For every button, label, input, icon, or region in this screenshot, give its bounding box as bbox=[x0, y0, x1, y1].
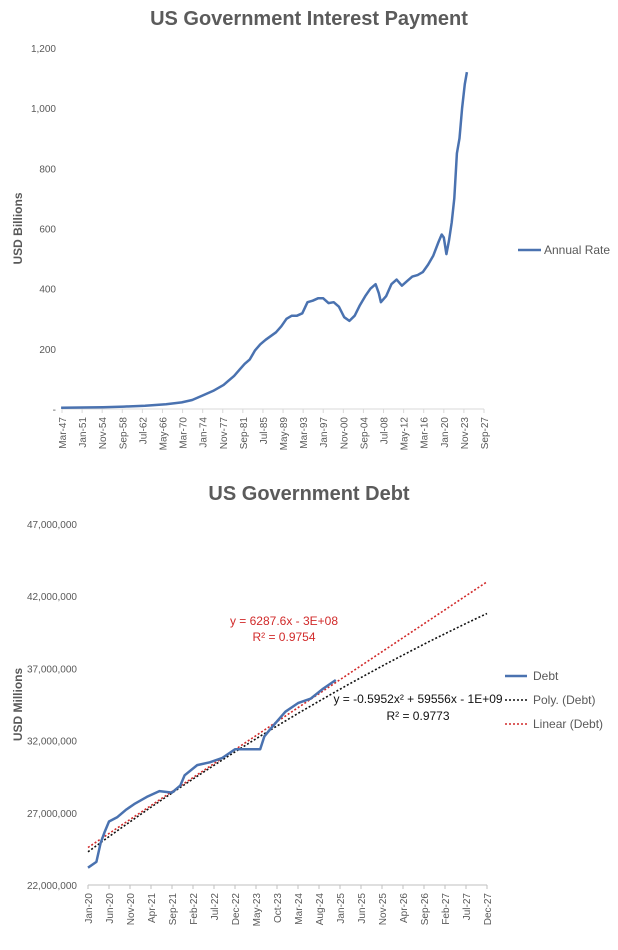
x-tick-label: Jul-62 bbox=[138, 417, 149, 445]
x-tick-label: Jan-25 bbox=[336, 893, 347, 924]
x-tick-label: Mar-47 bbox=[58, 417, 69, 449]
x-tick-label: Jun-25 bbox=[357, 893, 368, 924]
series-line-annual-rate bbox=[61, 71, 469, 410]
x-tick-label: Aug-24 bbox=[315, 893, 326, 926]
interest-chart-svg: - 200 400 600 800 1,000 1,200 USD Billions Mar-4… bbox=[11, 44, 610, 451]
linear-trend-r2: R² = 0.9754 bbox=[252, 630, 315, 644]
x-tick-label: Oct-23 bbox=[273, 893, 284, 923]
x-tick-label: Nov-00 bbox=[339, 417, 350, 450]
y-tick-label: 22,000,000 bbox=[27, 881, 77, 892]
x-tick-label: Nov-77 bbox=[219, 417, 230, 450]
debt-chart-panel: US Government Debt 22,000,000 27,000,000 3… bbox=[0, 475, 618, 950]
y-tick-label: 27,000,000 bbox=[27, 809, 77, 820]
legend-label-linear: Linear (Debt) bbox=[533, 717, 603, 731]
chart-title: US Government Debt bbox=[208, 483, 410, 505]
y-tick-label: 1,000 bbox=[31, 104, 56, 115]
x-tick-label: Jul-85 bbox=[259, 417, 270, 445]
x-tick-label: Jul-27 bbox=[462, 893, 473, 921]
x-tick-label: Nov-25 bbox=[378, 893, 389, 926]
y-tick-label: 800 bbox=[39, 164, 56, 175]
x-tick-label: Mar-70 bbox=[179, 417, 190, 449]
y-tick-label: 32,000,000 bbox=[27, 737, 77, 748]
y-axis-title: USD Millions bbox=[11, 668, 25, 742]
x-tick-label: Nov-54 bbox=[98, 417, 109, 450]
interest-chart-panel: US Government Interest Payment - 200 400 60… bbox=[0, 0, 618, 470]
trend-line-poly bbox=[87, 612, 488, 853]
y-tick-label: 600 bbox=[39, 225, 56, 236]
x-tick-label: Jan-51 bbox=[78, 417, 89, 448]
x-tick-label: Sep-81 bbox=[239, 417, 250, 450]
x-tick-label: Sep-58 bbox=[118, 417, 129, 450]
x-tick-label: Mar-16 bbox=[420, 417, 431, 449]
x-tick-label: Dec-27 bbox=[483, 893, 494, 926]
x-tick-label: Jan-20 bbox=[440, 417, 451, 448]
y-tick-label: 1,200 bbox=[31, 44, 56, 55]
x-tick-label: Jul-22 bbox=[210, 893, 221, 921]
y-tick-label: 200 bbox=[39, 345, 56, 356]
legend-label-annual-rate: Annual Rate bbox=[544, 243, 610, 257]
x-tick-label: Feb-27 bbox=[441, 893, 452, 925]
y-tick-label: 37,000,000 bbox=[27, 664, 77, 675]
y-tick-label: 400 bbox=[39, 285, 56, 296]
x-tick-label: Sep-04 bbox=[359, 417, 370, 450]
x-tick-label: May-23 bbox=[252, 893, 263, 927]
x-tick-label: Apr-26 bbox=[399, 893, 410, 923]
linear-trend-equation: y = 6287.6x - 3E+08 bbox=[230, 614, 338, 628]
legend-label-debt: Debt bbox=[533, 669, 559, 683]
x-tick-label: Sep-21 bbox=[168, 893, 179, 926]
x-tick-label: Jan-74 bbox=[199, 417, 210, 448]
x-tick-label: Nov-23 bbox=[460, 417, 471, 450]
x-tick-label: Dec-22 bbox=[231, 893, 242, 926]
x-tick-label: Sep-26 bbox=[420, 893, 431, 926]
x-tick-label: Mar-24 bbox=[294, 893, 305, 925]
poly-trend-r2: R² = 0.9773 bbox=[386, 709, 449, 723]
x-tick-label: Sep-27 bbox=[480, 417, 491, 450]
series-line-debt bbox=[87, 678, 337, 869]
x-tick-label: Apr-21 bbox=[147, 893, 158, 923]
legend-label-poly: Poly. (Debt) bbox=[533, 693, 595, 707]
debt-chart-svg: 22,000,000 27,000,000 32,000,000 37,000,000… bbox=[11, 520, 603, 927]
y-tick-label: 47,000,000 bbox=[27, 520, 77, 531]
x-tick-label: May-89 bbox=[279, 417, 290, 451]
x-tick-label: May-66 bbox=[158, 417, 169, 451]
x-tick-label: Mar-93 bbox=[299, 417, 310, 449]
x-tick-label: Jan-97 bbox=[319, 417, 330, 448]
chart-title: US Government Interest Payment bbox=[150, 8, 468, 30]
x-tick-label: Jan-20 bbox=[84, 893, 95, 924]
x-tick-label: Jul-08 bbox=[380, 417, 391, 445]
x-tick-label: Feb-22 bbox=[189, 893, 200, 925]
x-tick-label: Jun-20 bbox=[105, 893, 116, 924]
y-tick-label: - bbox=[53, 405, 56, 416]
poly-trend-equation: y = -0.5952x² + 59556x - 1E+09 bbox=[333, 692, 502, 706]
x-tick-label: May-12 bbox=[400, 417, 411, 451]
y-tick-label: 42,000,000 bbox=[27, 592, 77, 603]
y-axis-title: USD Billions bbox=[11, 192, 25, 264]
x-tick-label: Nov-20 bbox=[126, 893, 137, 926]
